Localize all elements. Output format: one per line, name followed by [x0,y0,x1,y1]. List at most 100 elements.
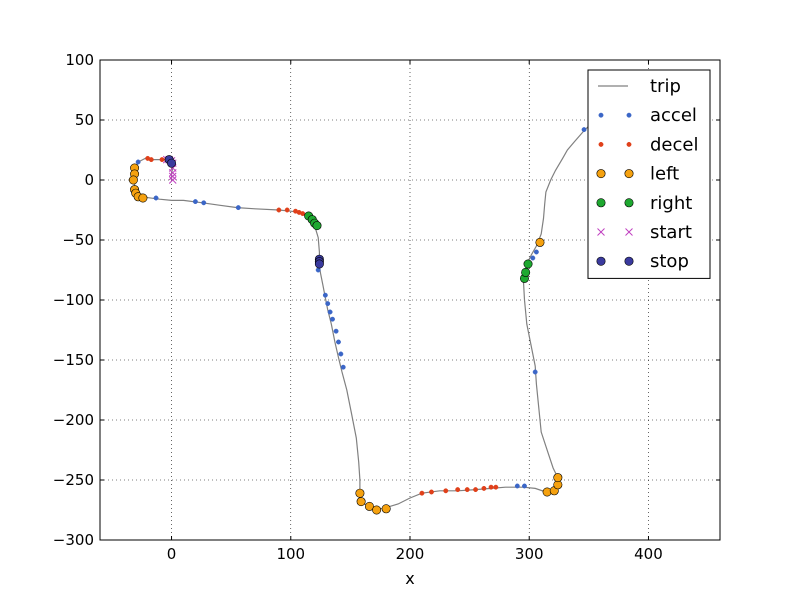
legend-item-right: right [596,193,692,214]
legend-swatch [624,256,634,266]
left-point [356,497,366,507]
legend-swatch [625,228,633,236]
legend-item-accel: accel [598,105,697,126]
decel-point [473,487,479,493]
accel-point [325,301,331,307]
left-point [535,237,545,247]
y-tick-label: 0 [84,171,94,189]
left-point [381,504,391,514]
y-tick-label: −250 [53,471,94,489]
accel-point [336,339,341,345]
plot-area [128,125,590,515]
series-left [128,163,563,515]
accel-point [532,369,538,375]
axis-ticks: 0 100 200 300 400 −300 −250 −200 −150 −100 −50 0 50 1… [53,51,720,563]
right-point [312,221,322,231]
series-right [304,211,533,283]
decel-point [419,490,425,496]
stop-point [314,259,324,269]
left-point [372,505,382,515]
y-tick-label: 100 [65,51,94,69]
accel-point [338,351,344,357]
accel-point [153,195,159,201]
decel-point [488,484,494,490]
start-point [168,168,177,177]
legend-item-start: start [597,222,692,243]
left-point [355,488,365,498]
legend-item-left: left [596,164,679,185]
legend-swatch [598,141,604,147]
legend-swatch [624,169,634,179]
legend-box [587,69,711,279]
y-tick-label: −100 [53,291,94,309]
decel-point [481,485,487,491]
accel-point [235,205,241,211]
accel-point [201,200,207,206]
legend-label: right [650,193,692,214]
decel-point [455,487,461,493]
accel-point [581,127,587,133]
right-point [521,267,531,277]
legend-item-trip: trip [598,76,681,97]
legend-label: left [650,164,679,185]
legend-label: decel [650,134,698,155]
legend-swatch [624,198,634,208]
left-point [138,193,148,203]
decel-point [300,211,306,217]
legend-swatch [597,228,605,236]
legend-label: stop [650,251,689,272]
x-tick-label: 400 [634,545,663,563]
left-point [553,473,563,483]
y-tick-label: −200 [53,411,94,429]
accel-point [333,328,339,334]
legend-item-decel: decel [598,134,698,155]
start-point [168,172,177,181]
accel-point [135,159,141,165]
legend: trip accel decel left right start stop [587,69,711,279]
x-tick-label: 100 [276,545,305,563]
decel-point [443,488,449,494]
y-tick-label: 50 [75,111,94,129]
y-tick-label: −50 [62,231,94,249]
decel-point [276,207,282,213]
x-tick-label: 0 [167,545,177,563]
legend-label: trip [650,76,681,97]
series-stop [164,155,324,269]
accel-point [533,249,539,255]
legend-label: accel [650,105,697,126]
legend-swatch [598,112,604,118]
legend-swatch [596,198,606,208]
accel-point [192,199,198,205]
accel-point [530,255,536,261]
y-tick-label: −150 [53,351,94,369]
left-point [364,501,374,511]
accel-point [522,483,527,489]
decel-point [493,484,499,490]
decel-point [159,157,165,163]
accel-point [514,483,520,489]
y-tick-label: −300 [53,531,94,549]
left-point [128,175,138,185]
decel-point [429,489,434,495]
accel-point [322,292,328,298]
accel-point [327,309,333,315]
x-tick-label: 200 [396,545,425,563]
legend-label: start [650,222,692,243]
series-accel [135,127,587,489]
legend-swatch [596,169,606,179]
legend-swatch [626,112,632,118]
decel-point [464,487,470,493]
decel-point [148,157,154,163]
legend-item-stop: stop [596,251,689,272]
stop-point [167,158,177,168]
accel-point [330,316,335,322]
decel-point [284,207,290,213]
right-point [523,259,533,269]
start-point [168,176,177,184]
x-tick-label: 300 [515,545,544,563]
legend-swatch [626,141,632,147]
x-axis-label: x [405,569,414,588]
legend-swatch [596,256,606,266]
accel-point [340,364,346,370]
